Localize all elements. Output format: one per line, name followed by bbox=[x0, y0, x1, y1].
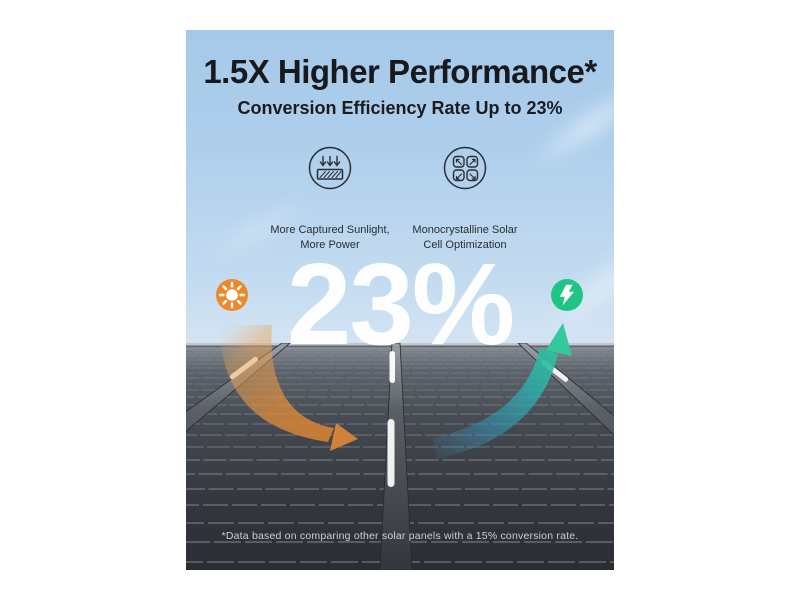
stat-23-percent: 23% bbox=[286, 239, 515, 369]
feature-cells-line1: Monocrystalline Solar bbox=[412, 224, 518, 236]
feature-sunlight-label: More Captured Sunlight, More Power bbox=[255, 223, 405, 253]
footnote: *Data based on comparing other solar pan… bbox=[221, 530, 579, 542]
promo-card: 23% bbox=[186, 30, 614, 570]
feature-sunlight-line2: More Power bbox=[300, 239, 360, 251]
hero-title: 1.5X Higher Performance* bbox=[203, 53, 597, 90]
feature-sunlight-line1: More Captured Sunlight, bbox=[270, 224, 390, 236]
feature-cells-label: Monocrystalline Solar Cell Optimization bbox=[390, 223, 540, 253]
sunlight-capture-icon bbox=[308, 146, 352, 190]
feature-cells-line2: Cell Optimization bbox=[423, 239, 507, 251]
monocrystalline-cell-icon bbox=[443, 146, 487, 190]
hero-subtitle: Conversion Efficiency Rate Up to 23% bbox=[237, 98, 563, 118]
